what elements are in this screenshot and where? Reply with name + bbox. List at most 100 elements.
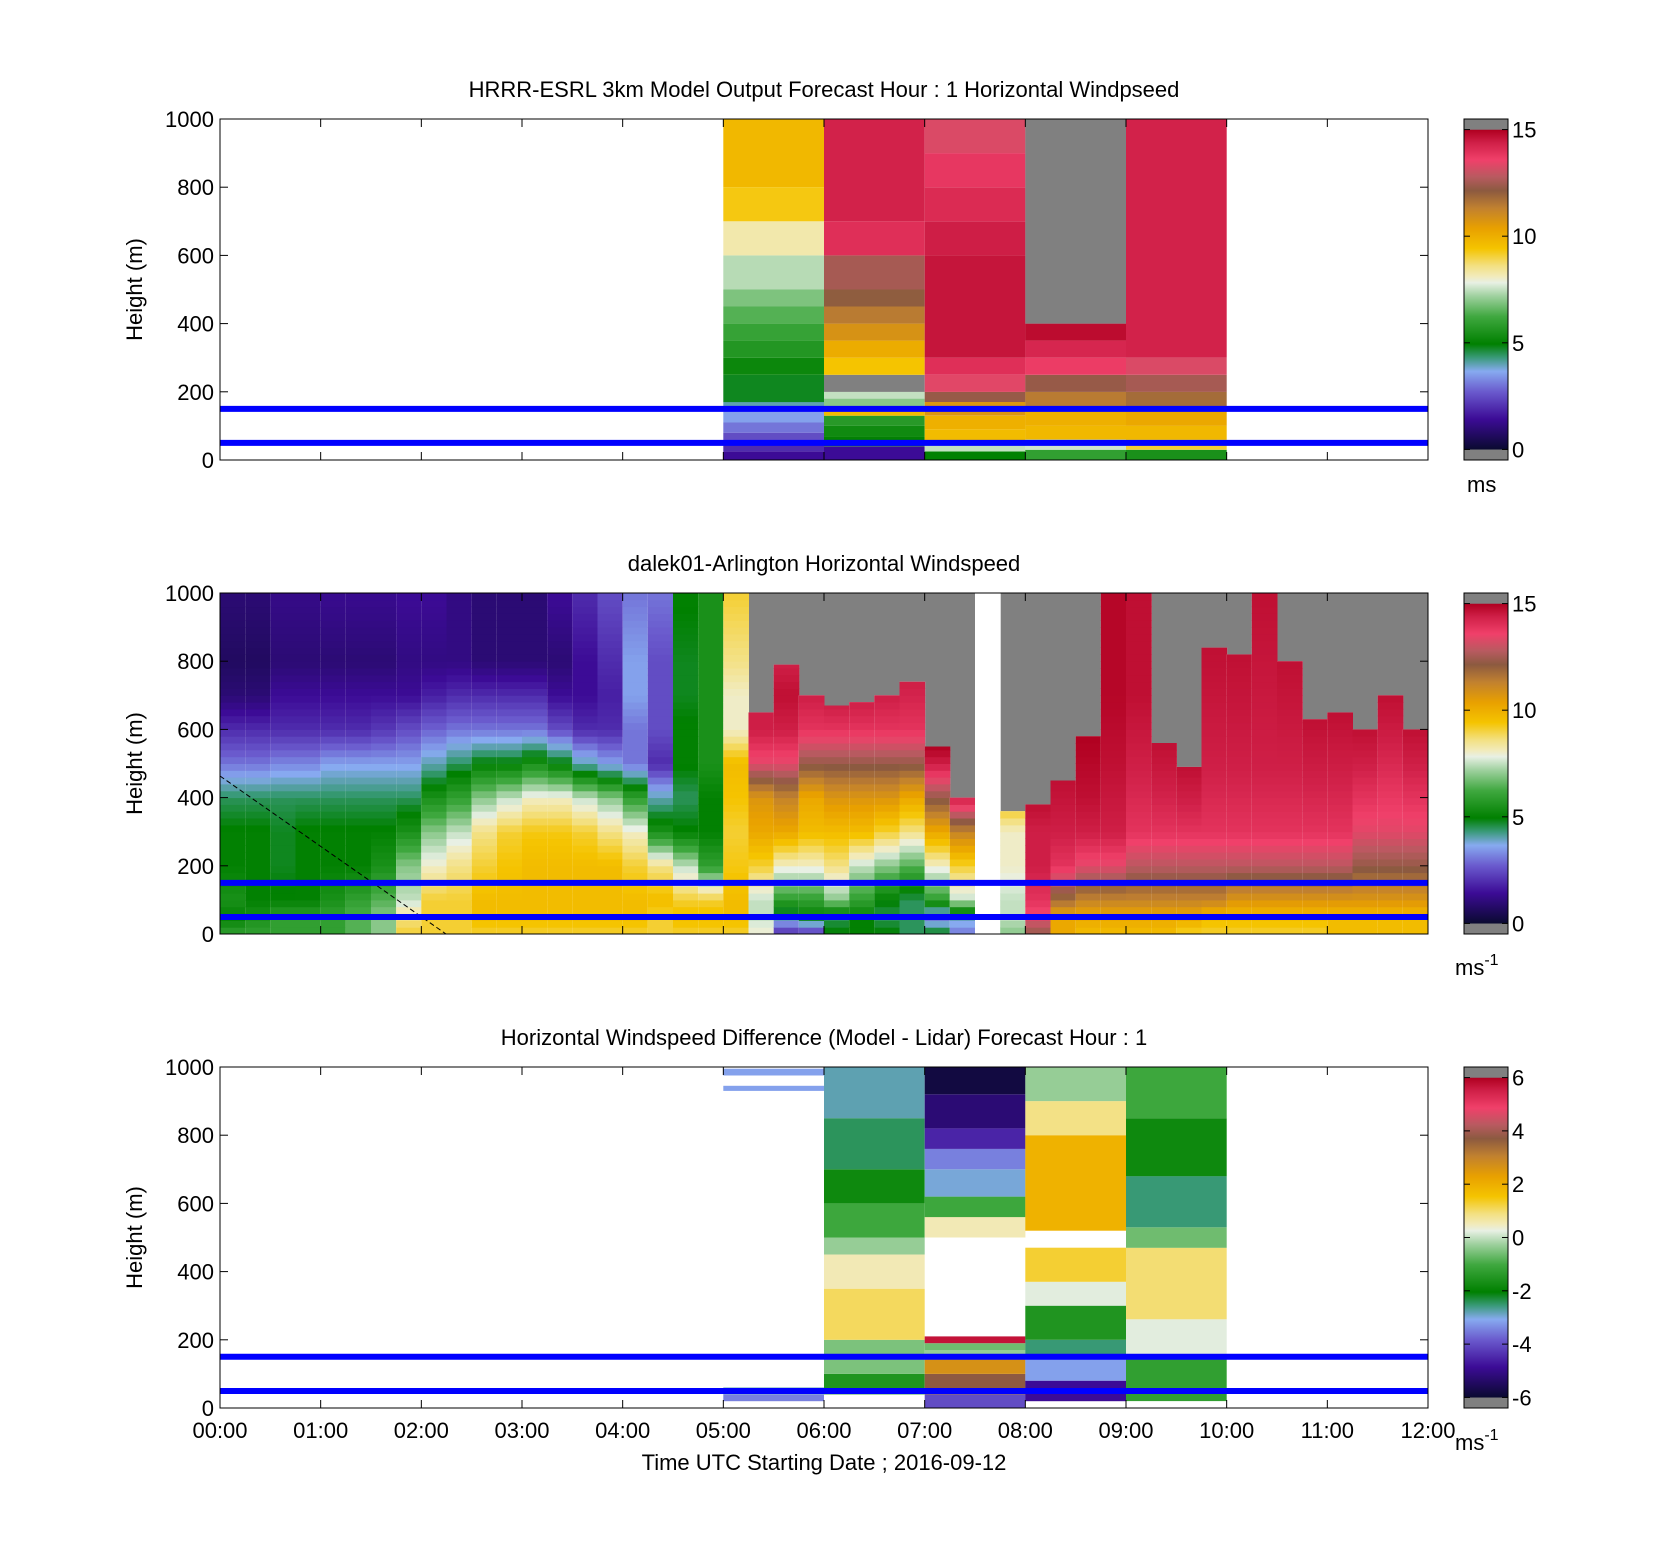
heatmap-cell: [446, 613, 473, 621]
heatmap-cell: [522, 804, 548, 812]
heatmap-cell: [572, 852, 598, 860]
heatmap-cell: [1075, 893, 1102, 901]
heatmap-cell: [1075, 797, 1102, 805]
heatmap-cell: [698, 763, 724, 771]
heatmap-cell: [220, 811, 246, 819]
heatmap-cell: [522, 756, 548, 764]
heatmap-cell: [1302, 859, 1328, 867]
heatmap-cell: [220, 756, 246, 764]
heatmap-cell: [245, 852, 271, 860]
heatmap-cell: [949, 824, 976, 833]
heatmap-cell: [1100, 804, 1127, 812]
heatmap-cell: [1251, 797, 1278, 805]
heatmap-cell: [446, 640, 473, 648]
heatmap-cell: [1251, 906, 1278, 914]
heatmap-cell: [949, 899, 976, 908]
heatmap-cell: [371, 770, 397, 778]
heatmap-cell: [748, 838, 775, 846]
heatmap-cell: [371, 688, 397, 696]
x-tick-label: 05:00: [696, 1418, 751, 1443]
heatmap-cell: [1377, 865, 1404, 874]
heatmap-cell: [1352, 824, 1379, 833]
heatmap-cell: [1126, 852, 1152, 860]
heatmap-cell: [1176, 818, 1202, 826]
heatmap-cell: [1226, 824, 1253, 833]
heatmap-cell: [1025, 1067, 1126, 1102]
heatmap-cell: [723, 722, 749, 730]
heatmap-cell: [773, 715, 800, 724]
heatmap-cell: [1352, 920, 1379, 928]
heatmap-cell: [547, 777, 573, 785]
heatmap-cell: [1075, 784, 1102, 792]
heatmap-cell: [1176, 906, 1202, 914]
y-tick-label: 200: [177, 380, 214, 405]
heatmap-cell: [698, 831, 724, 839]
heatmap-cell: [849, 831, 875, 839]
heatmap-cell: [1126, 702, 1152, 710]
heatmap-cell: [698, 797, 724, 805]
heatmap-cell: [421, 831, 447, 839]
heatmap-cell: [1277, 674, 1303, 683]
heatmap-cell: [1050, 899, 1077, 908]
heatmap-cell: [371, 797, 397, 805]
x-tick-label: 00:00: [192, 1418, 247, 1443]
heatmap-cell: [345, 599, 372, 608]
heatmap-cell: [723, 872, 749, 880]
heatmap-cell: [220, 899, 246, 908]
heatmap-cell: [295, 859, 322, 867]
heatmap-cell: [924, 1196, 1026, 1218]
heatmap-cell: [1352, 865, 1379, 874]
heatmap-cell: [1201, 702, 1228, 710]
heatmap-cell: [673, 899, 699, 908]
heatmap-cell: [1126, 391, 1227, 409]
heatmap-cell: [723, 859, 749, 867]
heatmap-cell: [924, 1067, 1026, 1095]
heatmap-cell: [371, 620, 397, 628]
heatmap-cell: [1226, 736, 1253, 744]
heatmap-cell: [748, 729, 775, 737]
heatmap-cell: [471, 804, 498, 812]
heatmap-cell: [522, 661, 548, 669]
heatmap-cell: [396, 674, 422, 683]
heatmap-cell: [572, 661, 598, 669]
heatmap-cell: [673, 743, 699, 751]
heatmap-cell: [698, 722, 724, 730]
heatmap-cell: [320, 784, 347, 792]
heatmap-cell: [748, 899, 775, 908]
heatmap-cell: [849, 749, 875, 758]
heatmap-cell: [798, 736, 825, 744]
heatmap-cell: [396, 818, 422, 826]
heatmap-cell: [245, 777, 271, 785]
heatmap-cell: [949, 927, 976, 934]
heatmap-cell: [1126, 613, 1152, 621]
heatmap-cell: [597, 736, 624, 744]
heatmap-cell: [396, 715, 422, 724]
heatmap-cell: [1176, 859, 1202, 867]
heatmap-cell: [748, 893, 775, 901]
heatmap-cell: [647, 899, 674, 908]
heatmap-cell: [874, 729, 900, 737]
heatmap-cell: [597, 702, 624, 710]
heatmap-cell: [824, 1169, 925, 1204]
heatmap-cell: [1251, 763, 1278, 771]
heatmap-cell: [1251, 777, 1278, 785]
heatmap-cell: [597, 729, 624, 737]
heatmap-cell: [798, 852, 825, 860]
heatmap-cell: [723, 323, 824, 341]
heatmap-cell: [748, 749, 775, 758]
heatmap-cell: [471, 756, 498, 764]
heatmap-cell: [220, 893, 246, 901]
heatmap-cell: [723, 743, 749, 751]
y-axis-label: Height (m): [122, 238, 147, 341]
heatmap-cell: [320, 722, 347, 730]
heatmap-cell: [899, 852, 926, 860]
heatmap-cell: [371, 756, 397, 764]
heatmap-cell: [446, 804, 473, 812]
heatmap-cell: [723, 357, 824, 375]
heatmap-cell: [270, 797, 296, 805]
heatmap-cell: [1126, 374, 1227, 392]
heatmap-cell: [824, 1118, 925, 1170]
heatmap-cell: [295, 661, 322, 669]
heatmap-cell: [647, 715, 674, 724]
